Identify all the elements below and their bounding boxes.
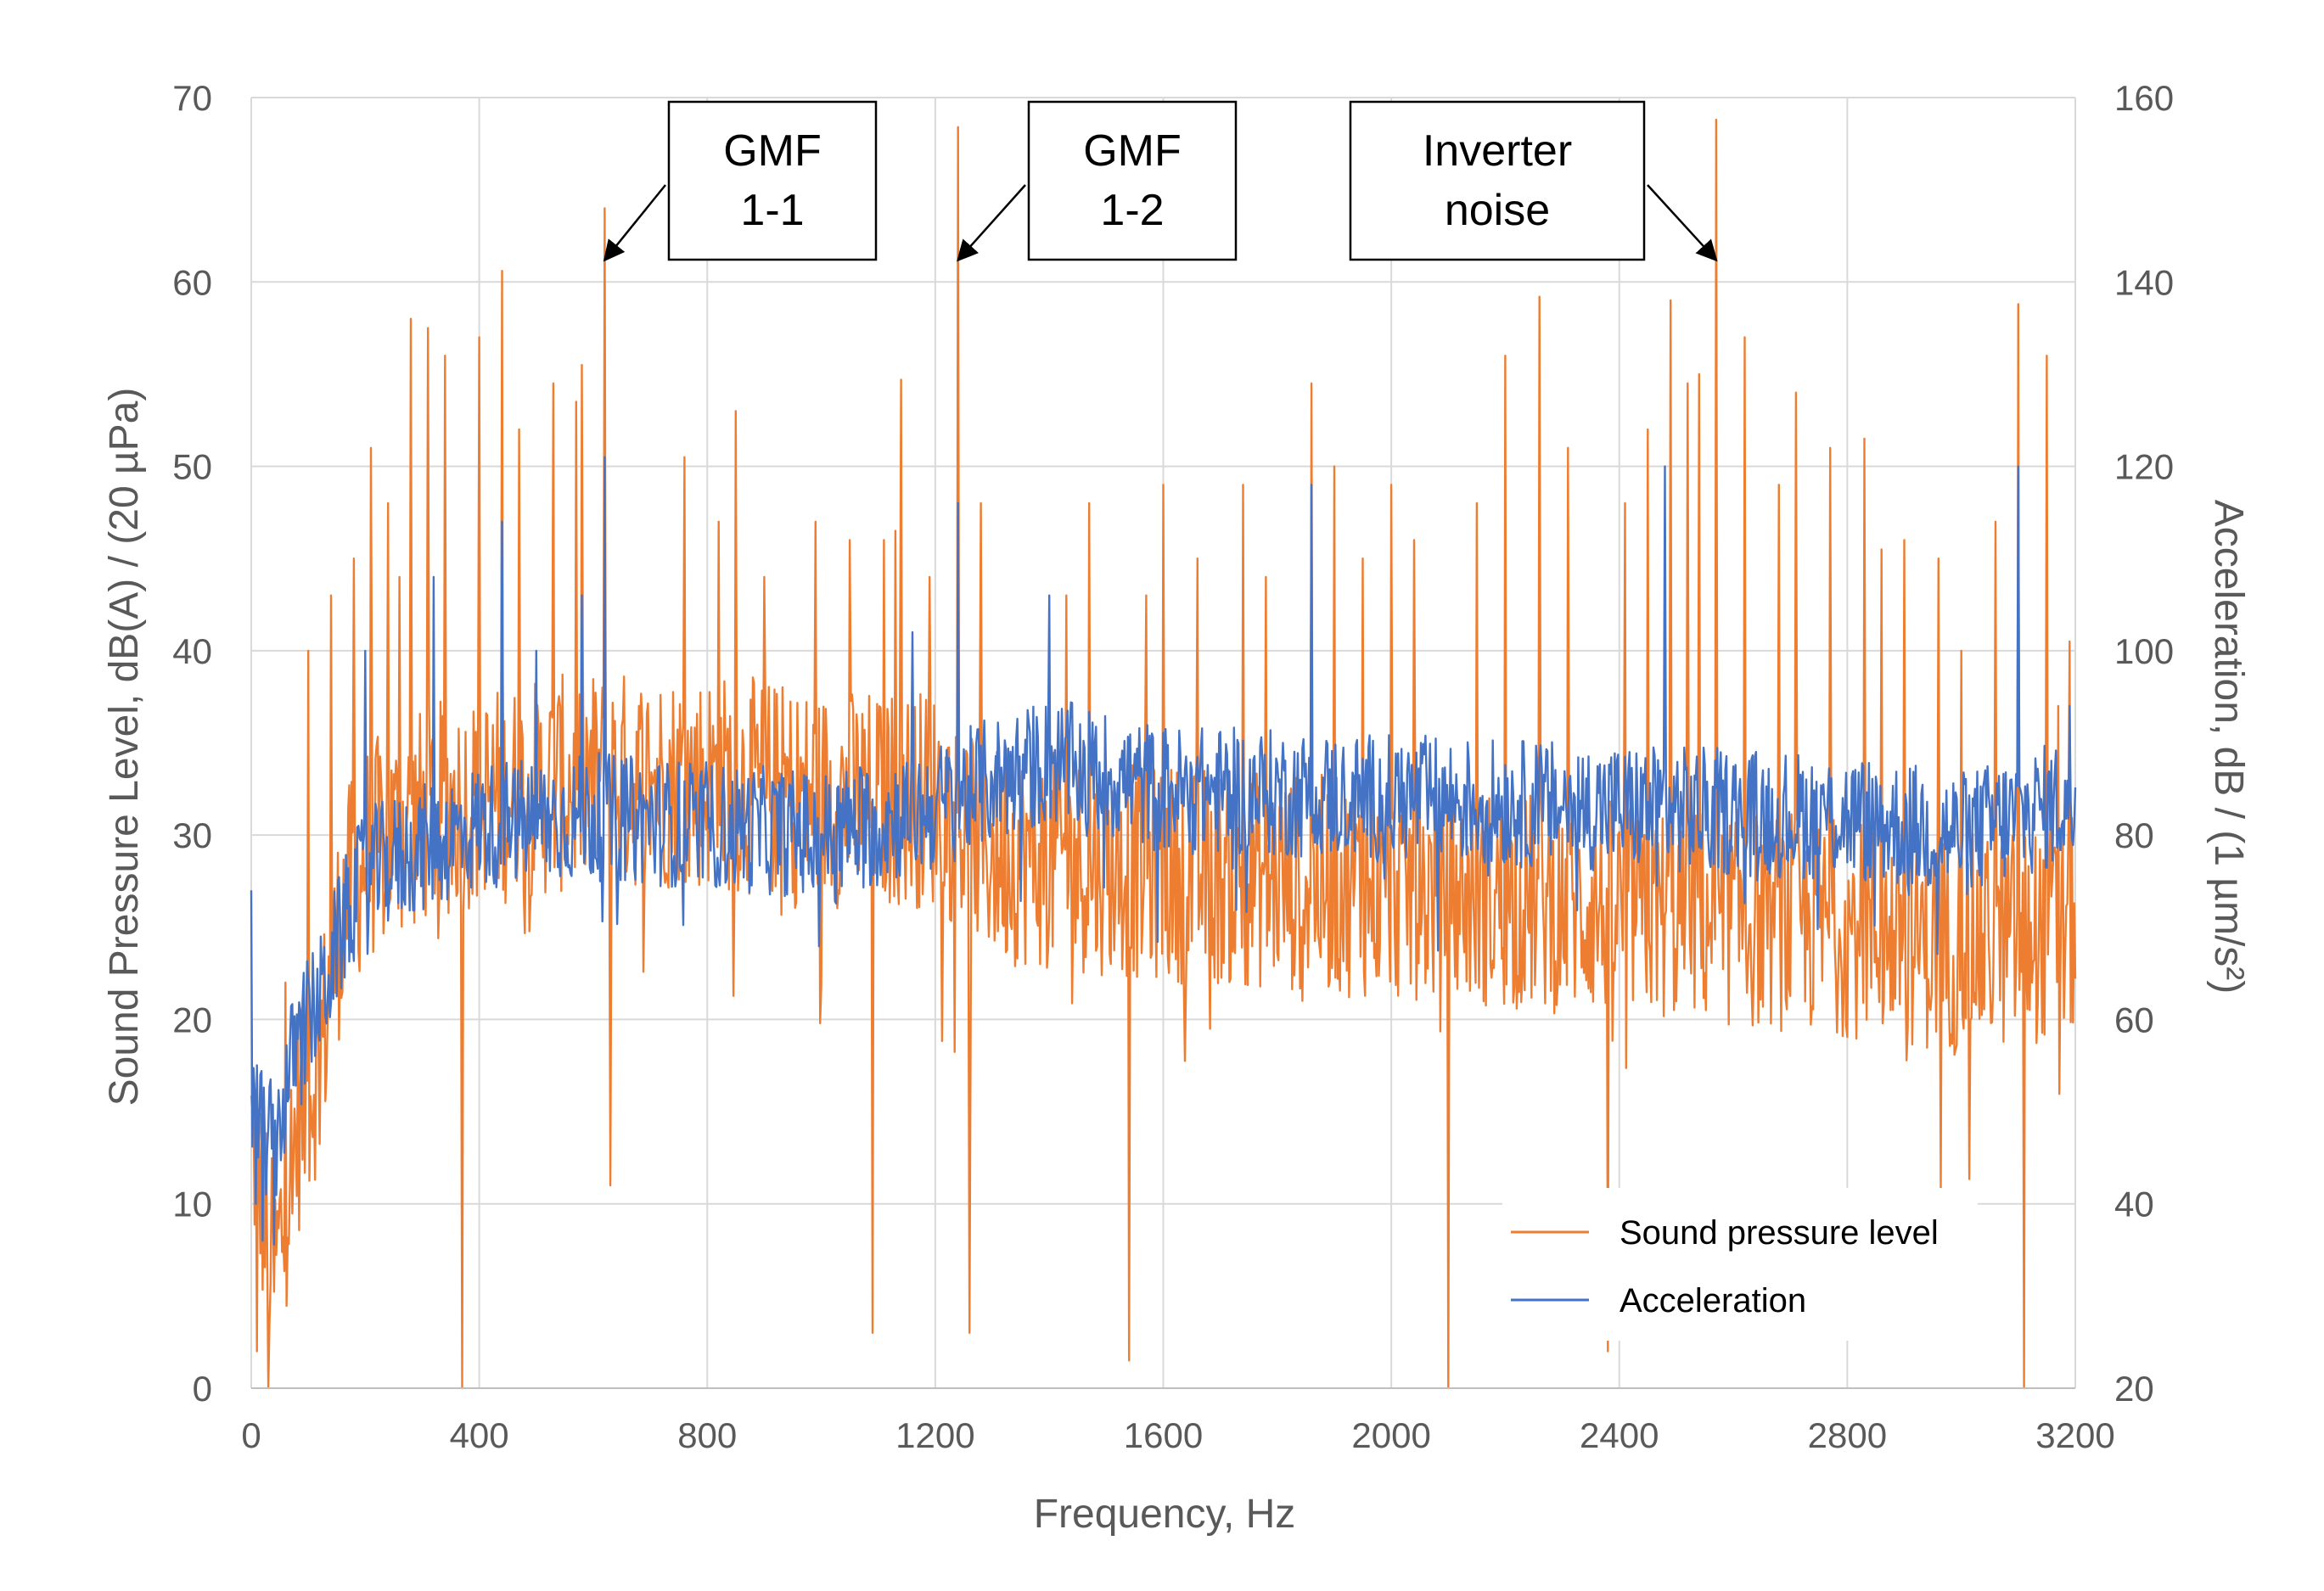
annotation-arrow: [603, 184, 666, 262]
y-left-tick-label: 30: [172, 815, 212, 855]
series-line-acceleration: [250, 456, 2077, 1246]
y-left-axis-title: Sound Pressure Level, dB(A) / (20 µPa): [102, 388, 147, 1106]
y-right-tick-label: 100: [2114, 631, 2174, 671]
annotation-3: Inverter noise: [1349, 100, 1718, 262]
y-left-tick-label: 40: [172, 631, 212, 671]
legend-background: [1502, 1188, 1978, 1341]
y-left-tick-label: 60: [172, 262, 212, 302]
x-tick-label: 400: [450, 1415, 509, 1455]
y-right-tick-label: 120: [2114, 447, 2174, 487]
y-left-tick-label: 0: [193, 1369, 212, 1409]
annotation-text: 1-1: [740, 186, 804, 235]
y-right-tick-label: 60: [2114, 1000, 2154, 1039]
y-right-axis-title: Acceleration, dB / (1 µm/s²): [2206, 500, 2251, 994]
x-tick-label: 1200: [895, 1415, 974, 1455]
y-left-tick-label: 10: [172, 1185, 212, 1224]
y-right-tick-label: 80: [2114, 815, 2154, 855]
annotation-2: GMF 1-2: [957, 100, 1238, 262]
annotation-text: 1-2: [1100, 186, 1164, 235]
legend-label: Acceleration: [1620, 1282, 1806, 1319]
y-left-tick-label: 50: [172, 447, 212, 487]
y-right-tick-label: 40: [2114, 1185, 2154, 1224]
annotation-box: [1027, 100, 1238, 261]
y-left-tick-label: 70: [172, 78, 212, 118]
annotation-1: GMF 1-1: [603, 100, 878, 262]
x-tick-label: 1600: [1124, 1415, 1203, 1455]
legend-label: Sound pressure level: [1620, 1214, 1939, 1252]
x-tick-label: 800: [677, 1415, 737, 1455]
annotation-box: [667, 100, 878, 261]
x-tick-label: 3200: [2035, 1415, 2114, 1455]
y-right-tick-label: 20: [2114, 1369, 2154, 1409]
annotation-text: GMF: [1083, 126, 1182, 176]
x-axis-title: Frequency, Hz: [1034, 1492, 1296, 1537]
annotation-box: [1349, 100, 1646, 261]
series-line-sound-pressure-level: [250, 118, 2077, 1390]
annotation-text: GMF: [723, 126, 822, 176]
y-right-tick-label: 160: [2114, 78, 2174, 118]
annotation-text: noise: [1445, 186, 1550, 235]
y-left-tick-label: 20: [172, 1000, 212, 1039]
x-tick-label: 2000: [1351, 1415, 1430, 1455]
annotation-arrow: [1647, 184, 1718, 262]
legend: Sound pressure level Acceleration: [1502, 1188, 1978, 1341]
annotation-arrow: [957, 184, 1026, 262]
x-tick-label: 2400: [1580, 1415, 1659, 1455]
x-tick-label: 0: [241, 1415, 261, 1455]
x-tick-label: 2800: [1808, 1415, 1887, 1455]
y-right-tick-label: 140: [2114, 262, 2174, 302]
annotation-text: Inverter: [1423, 126, 1572, 176]
